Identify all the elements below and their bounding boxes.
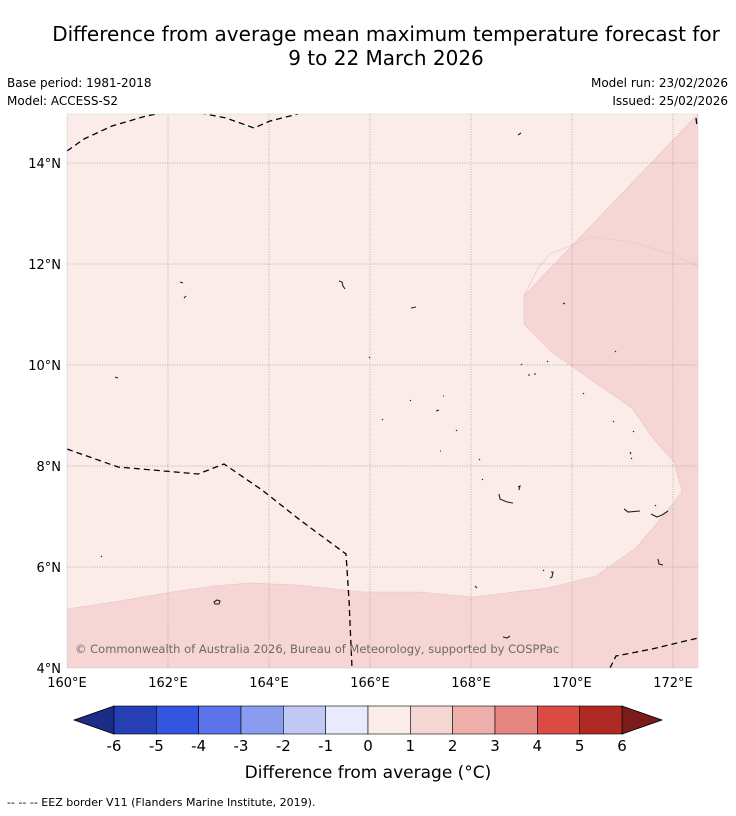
colorbar-swatch <box>367 705 411 735</box>
colorbar-swatch <box>452 705 496 735</box>
model-run: Model run: 23/02/2026 <box>590 76 728 90</box>
lat-label: 14°N <box>28 157 61 172</box>
issued-date: Issued: 25/02/2026 <box>612 94 728 108</box>
colorbar-tick: -5 <box>149 737 164 755</box>
longitude-labels: 160°E 162°E 164°E 166°E 168°E 170°E 172°E <box>47 676 693 691</box>
eez-footnote: -- -- -- EEZ border V11 (Flanders Marine… <box>7 796 316 809</box>
colorbar-tick: -1 <box>318 737 333 755</box>
colorbar-swatch <box>410 705 453 735</box>
lat-label: 8°N <box>37 460 62 475</box>
model-name: Model: ACCESS-S2 <box>7 94 119 108</box>
colorbar-tick: 1 <box>406 737 416 755</box>
title-line-2: 9 to 22 March 2026 <box>288 46 484 70</box>
colorbar-swatch <box>240 705 284 735</box>
forecast-map: © Commonwealth of Australia 2026, Bureau… <box>28 113 699 755</box>
eez-borders <box>67 114 698 668</box>
colorbar-tick: 6 <box>617 737 627 755</box>
island-outlines <box>100 132 669 639</box>
meta-right: Model run: 23/02/2026 Issued: 25/02/2026 <box>591 74 728 110</box>
lon-label: 170°E <box>552 676 592 691</box>
colorbar-swatch <box>283 705 326 735</box>
meta-left: Base period: 1981-2018 Model: ACCESS-S2 <box>7 74 152 110</box>
lat-label: 10°N <box>28 359 61 374</box>
base-period: Base period: 1981-2018 <box>7 76 152 90</box>
lat-label: 6°N <box>37 561 62 576</box>
colorbar-tick: -3 <box>234 737 249 755</box>
colorbar-swatch <box>325 705 369 735</box>
colorbar-swatch <box>494 705 538 735</box>
colorbar-tick: 4 <box>533 737 543 755</box>
colorbar-under-arrow <box>72 705 115 735</box>
map-gridlines <box>67 114 698 668</box>
colorbar-swatch <box>198 705 242 735</box>
colorbar-tick: 3 <box>490 737 500 755</box>
lon-label: 172°E <box>653 676 693 691</box>
copyright-notice: © Commonwealth of Australia 2026, Bureau… <box>75 642 559 656</box>
colorbar-swatch <box>113 705 157 735</box>
colorbar-tick: -4 <box>191 737 206 755</box>
colorbar-tick: 5 <box>575 737 585 755</box>
colorbar-tick: -2 <box>276 737 291 755</box>
lon-label: 160°E <box>47 676 87 691</box>
latitude-labels: 14°N 12°N 10°N 8°N 6°N 4°N <box>28 157 61 677</box>
colorbar-tick: 0 <box>363 737 373 755</box>
lat-label: 4°N <box>37 662 62 677</box>
lon-label: 164°E <box>249 676 289 691</box>
colorbar-label: Difference from average (°C) <box>244 763 492 783</box>
anomaly-band-1-2-east <box>67 114 698 668</box>
lat-label: 12°N <box>28 258 61 273</box>
colorbar-swatch <box>537 705 580 735</box>
colorbar-swatch <box>579 705 623 735</box>
colorbar: -6 -5 -4 -3 -2 -1 0 1 2 3 4 5 6 <box>72 705 664 755</box>
colorbar-over-arrow <box>621 705 664 735</box>
colorbar-swatch <box>156 705 199 735</box>
lon-label: 166°E <box>350 676 390 691</box>
lon-label: 168°E <box>451 676 491 691</box>
colorbar-tick: -6 <box>107 737 122 755</box>
colorbar-tick: 2 <box>448 737 458 755</box>
chart-title: Difference from average mean maximum tem… <box>0 22 736 70</box>
title-line-1: Difference from average mean maximum tem… <box>52 22 720 46</box>
lon-label: 162°E <box>148 676 188 691</box>
anomaly-band-0-1 <box>67 114 698 668</box>
